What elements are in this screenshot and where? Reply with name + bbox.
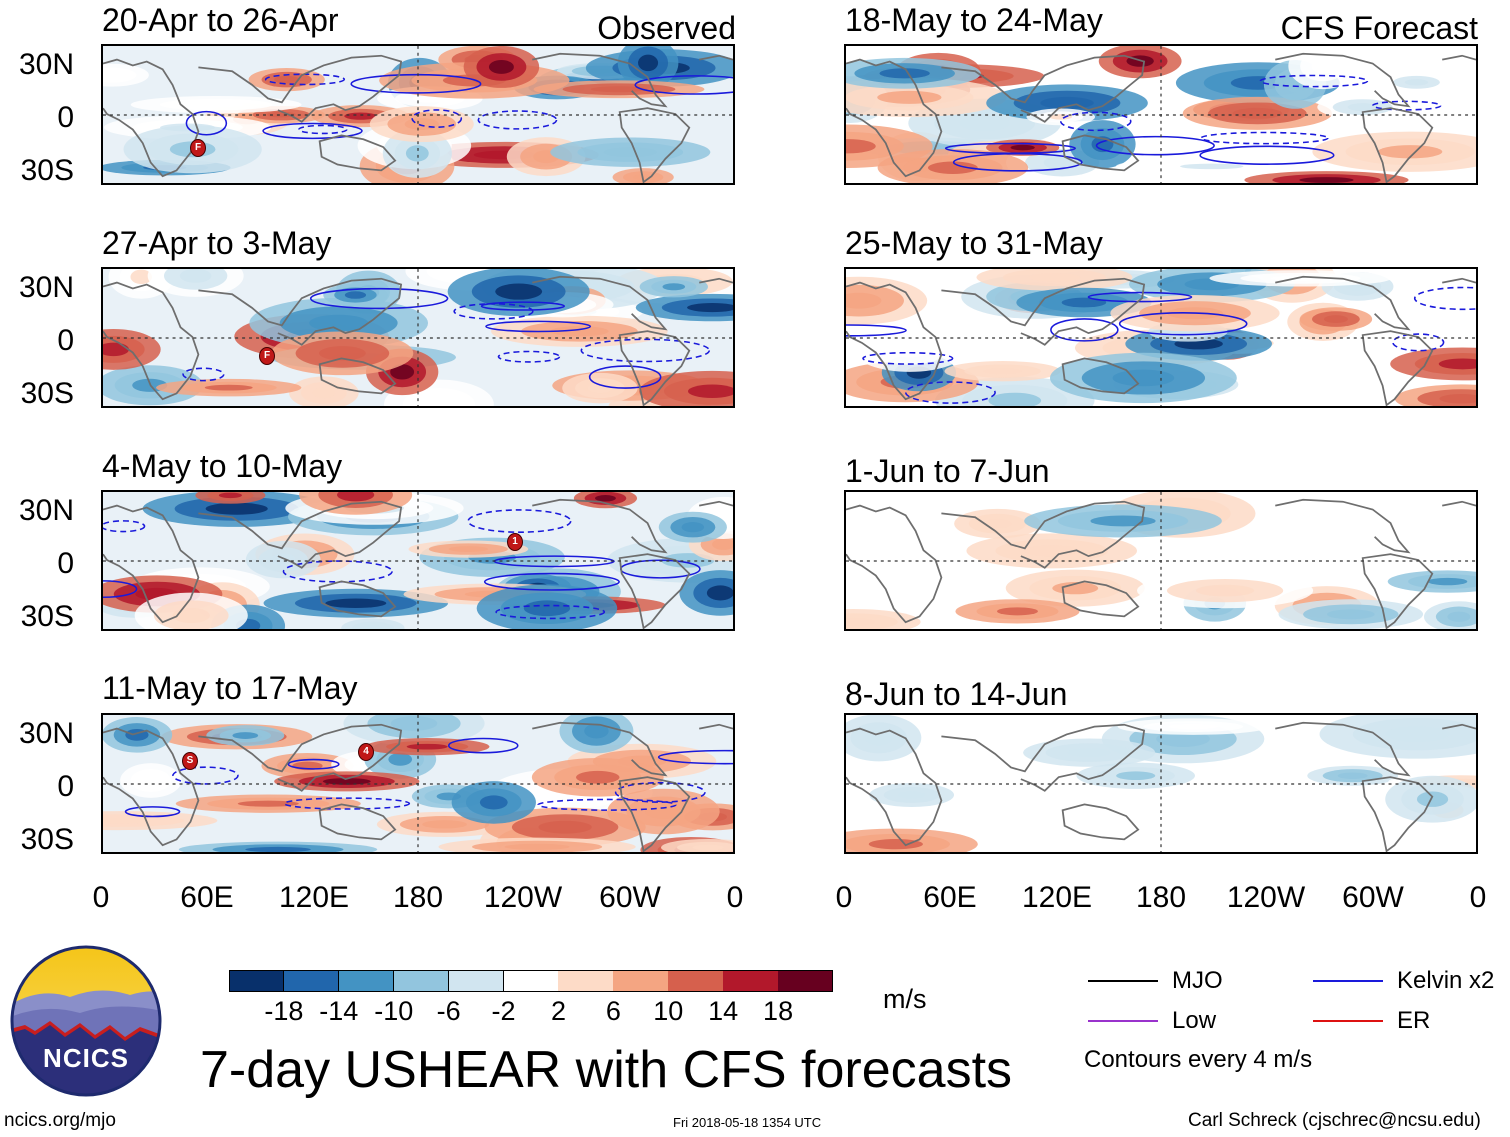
- observed-map-panel-2: F: [101, 267, 735, 408]
- storm-marker[interactable]: F: [190, 139, 206, 157]
- colorbar-tick-label: 18: [763, 996, 794, 1026]
- observed-map-panel-1: F: [101, 44, 735, 185]
- ncics-logo-text: NCICS: [43, 1043, 129, 1073]
- colorbar-swatch: [558, 970, 614, 992]
- colorbar-swatch: [448, 970, 505, 992]
- observed-panel-1-title: 20-Apr to 26-Apr: [102, 2, 339, 38]
- storm-marker[interactable]: 4: [358, 743, 374, 761]
- y-label-30n: 30N: [18, 717, 74, 750]
- cfs-forecast-label: CFS Forecast: [1280, 10, 1478, 46]
- legend-label-kelvin-x2: Kelvin x2: [1397, 967, 1495, 994]
- legend-note: Contours every 4 m/s: [1084, 1046, 1313, 1073]
- x-label-120w: 120W: [483, 881, 563, 914]
- colorbar-swatch: [613, 970, 669, 992]
- colorbar-swatch: [283, 970, 340, 992]
- footer-timestamp: Fri 2018-05-18 1354 UTC: [673, 1115, 822, 1130]
- x-label-60w: 60W: [599, 881, 661, 914]
- legend-line-low: [1088, 1020, 1158, 1022]
- ncics-logo: NCICS: [10, 945, 162, 1097]
- observed-panel-3-title: 4-May to 10-May: [102, 448, 343, 484]
- x-label-180: 180: [1135, 881, 1187, 914]
- colorbar-swatch: [393, 970, 450, 992]
- colorbar-tick-label: 14: [708, 996, 739, 1026]
- storm-marker[interactable]: 1: [507, 533, 523, 551]
- colorbar-tick-label: 10: [653, 996, 684, 1026]
- x-label-0-end: 0: [726, 881, 744, 914]
- legend-label-low: Low: [1172, 1007, 1217, 1034]
- colorbar-tick-label: -14: [319, 996, 359, 1026]
- x-label-180: 180: [392, 881, 444, 914]
- x-label-120e: 120E: [278, 881, 350, 914]
- colorbar-tick-label: -2: [491, 996, 516, 1026]
- legend-label-er: ER: [1397, 1007, 1431, 1034]
- forecast-panel-1-title: 18-May to 24-May: [845, 2, 1103, 38]
- x-label-120w: 120W: [1226, 881, 1306, 914]
- colorbar-tick-label: -10: [374, 996, 414, 1026]
- y-label-30s: 30S: [20, 377, 74, 410]
- observed-map-panel-3: 1: [101, 490, 735, 631]
- legend-label-mjo: MJO: [1172, 967, 1223, 994]
- x-label-0: 0: [835, 881, 853, 914]
- x-label-0-end: 0: [1469, 881, 1487, 914]
- y-label-30n: 30N: [18, 494, 74, 527]
- x-label-60e: 60E: [180, 881, 234, 914]
- footer-url[interactable]: ncics.org/mjo: [4, 1110, 116, 1131]
- main-title: 7-day USHEAR with CFS forecasts: [200, 1041, 1013, 1099]
- x-label-120e: 120E: [1021, 881, 1093, 914]
- legend-line-mjo: [1088, 980, 1158, 982]
- y-label-30s: 30S: [20, 154, 74, 187]
- colorbar: [229, 970, 834, 992]
- x-label-60e: 60E: [923, 881, 977, 914]
- colorbar-swatch: [503, 970, 559, 992]
- legend-line-kelvin-x2: [1313, 980, 1383, 982]
- colorbar-tick-label: 6: [605, 996, 621, 1026]
- observed-panel-2-title: 27-Apr to 3-May: [102, 225, 332, 261]
- forecast-panel-3-title: 1-Jun to 7-Jun: [845, 453, 1050, 489]
- colorbar-swatch: [723, 970, 779, 992]
- forecast-map-panel-4: [844, 713, 1478, 854]
- storm-marker[interactable]: F: [259, 347, 275, 365]
- forecast-map-panel-3: [844, 490, 1478, 631]
- colorbar-swatch: [668, 970, 724, 992]
- y-label-30n: 30N: [18, 48, 74, 81]
- x-label-60w: 60W: [1342, 881, 1404, 914]
- x-label-0: 0: [92, 881, 110, 914]
- colorbar-units: m/s: [883, 984, 927, 1014]
- colorbar-tick-label: 2: [550, 996, 566, 1026]
- colorbar-swatch: [229, 970, 285, 992]
- colorbar-tick-label: -6: [436, 996, 461, 1026]
- forecast-panel-2-title: 25-May to 31-May: [845, 225, 1103, 261]
- y-label-30s: 30S: [20, 600, 74, 633]
- legend-line-er: [1313, 1020, 1383, 1022]
- y-label-eq: 0: [57, 547, 74, 580]
- forecast-panel-4-title: 8-Jun to 14-Jun: [845, 676, 1068, 712]
- forecast-map-panel-1: [844, 44, 1478, 185]
- observed-label: Observed: [597, 10, 736, 46]
- y-label-eq: 0: [57, 324, 74, 357]
- y-label-30n: 30N: [18, 271, 74, 304]
- y-label-eq: 0: [57, 101, 74, 134]
- colorbar-tick-label: -18: [264, 996, 304, 1026]
- storm-marker[interactable]: S: [182, 752, 198, 770]
- observed-panel-4-title: 11-May to 17-May: [102, 670, 358, 706]
- y-label-eq: 0: [57, 770, 74, 803]
- footer-author: Carl Schreck (cjschrec@ncsu.edu): [1188, 1110, 1481, 1131]
- colorbar-swatch: [338, 970, 395, 992]
- forecast-map-panel-2: [844, 267, 1478, 408]
- y-label-30s: 30S: [20, 823, 74, 856]
